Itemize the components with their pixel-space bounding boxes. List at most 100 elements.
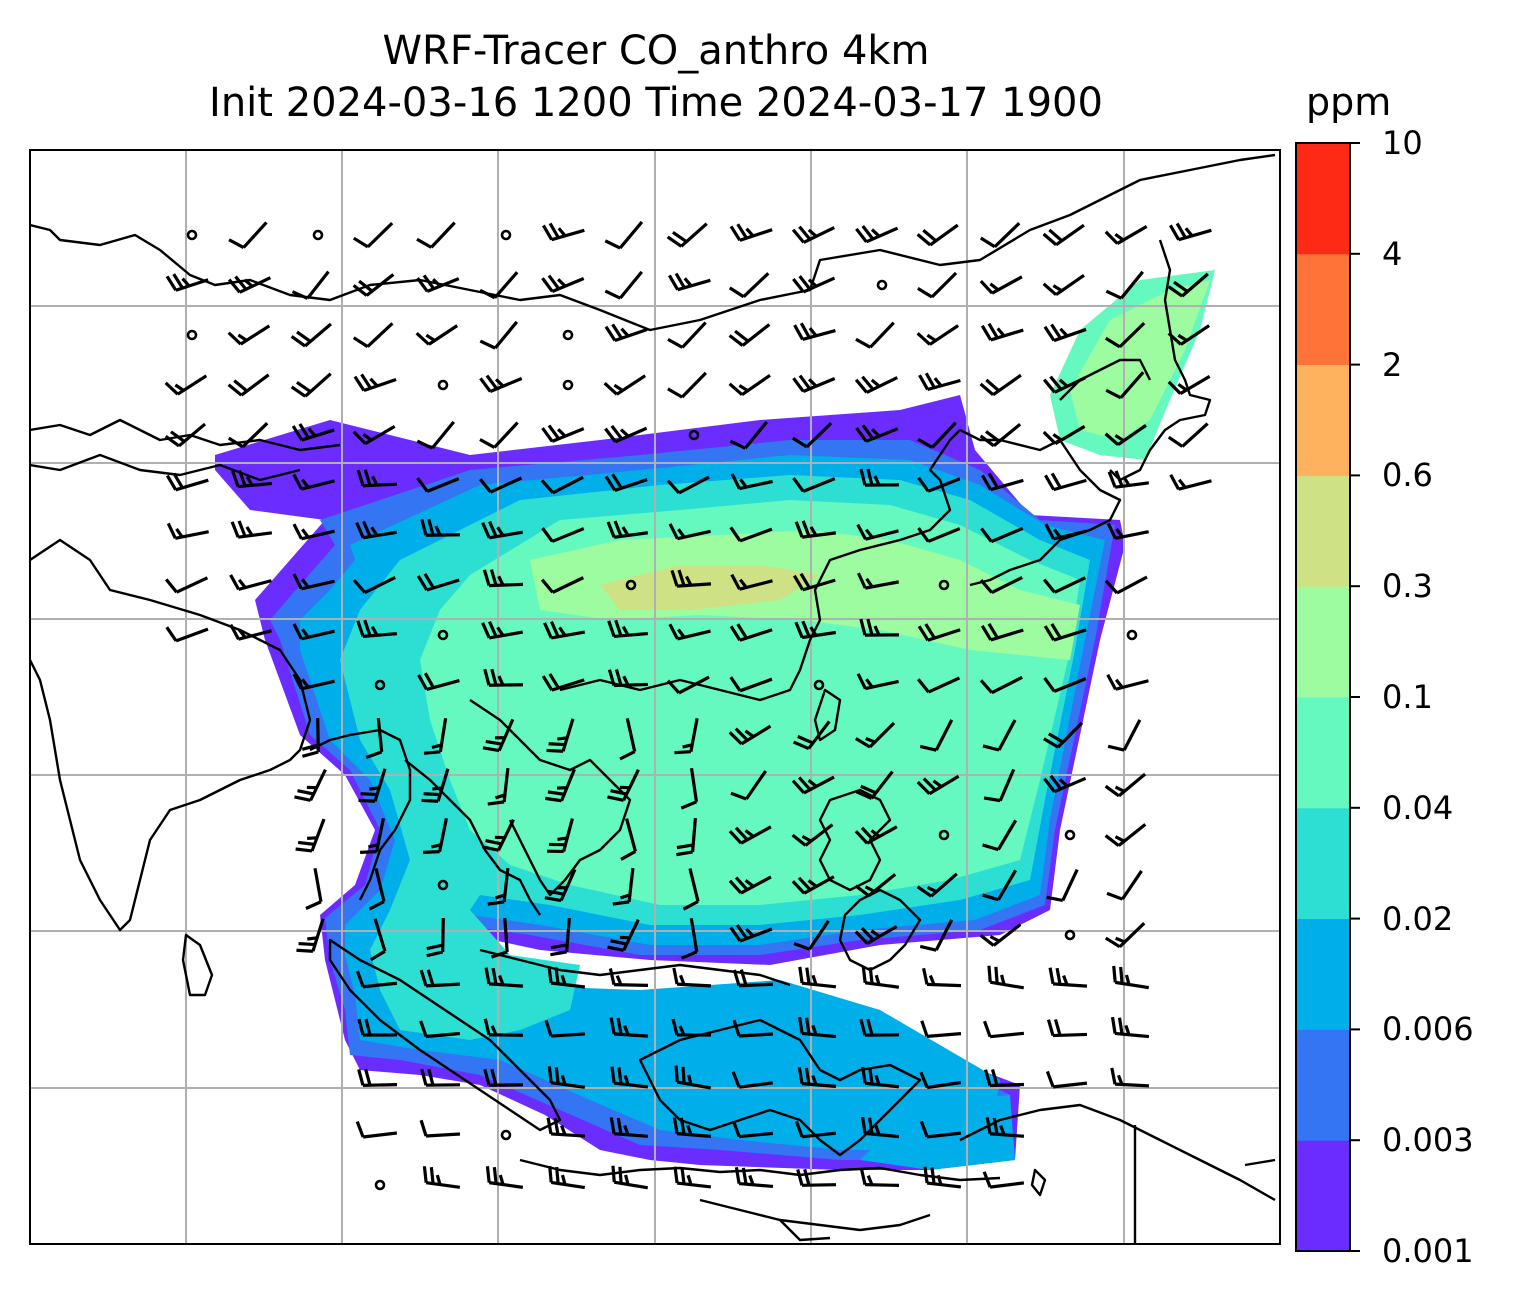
wind-barb (482, 718, 515, 753)
wind-barb (859, 618, 900, 637)
concentration-contour (860, 1095, 1015, 1170)
wind-barb (919, 1120, 962, 1139)
wind-barb (859, 1018, 900, 1037)
wind-barb (855, 225, 899, 244)
wind-barb (544, 868, 577, 903)
wind-barb (917, 623, 961, 642)
coastline-segment (959, 428, 1122, 587)
coastline-segment (404, 759, 541, 916)
wind-barb (1167, 422, 1209, 448)
wind-barb (798, 966, 837, 989)
wind-barb (982, 719, 1017, 752)
coastline-segment (779, 1219, 831, 1242)
coastline-segment (1030, 1168, 1047, 1197)
wind-barb (1042, 223, 1085, 247)
wind-barb (227, 422, 269, 449)
wind-barb (731, 1071, 774, 1089)
wind-barb (607, 768, 640, 802)
wind-barb (368, 868, 386, 911)
wind-barb (357, 1068, 398, 1087)
wind-barb (680, 767, 699, 810)
wind-barb (416, 477, 460, 493)
wind-barb (983, 768, 1016, 803)
wind-barb (1104, 321, 1146, 349)
calm-wind-marker (562, 379, 574, 391)
wind-barb (791, 823, 834, 847)
wind-barb (352, 322, 394, 348)
wind-barb (423, 717, 448, 755)
colorbar-tick-label: 0.3 (1382, 567, 1433, 606)
wind-barb (484, 967, 524, 988)
wind-barb (854, 873, 897, 897)
wind-barb (728, 374, 771, 396)
wind-barb (673, 1166, 712, 1189)
coastline-segment (479, 948, 791, 987)
wind-barb (426, 917, 445, 958)
wind-barb (358, 768, 387, 803)
wind-barb (728, 272, 770, 299)
wind-barb (541, 527, 585, 543)
wind-barb (667, 371, 708, 399)
wind-barb (1043, 677, 1087, 693)
calm-wind-marker (437, 879, 449, 891)
wind-barb (792, 572, 836, 592)
calm-wind-marker (876, 279, 888, 291)
colorbar-bin (1296, 364, 1350, 476)
coastline-segment (699, 1198, 931, 1232)
wind-barb (546, 1117, 586, 1138)
wind-barb (227, 275, 272, 294)
wind-barb (416, 221, 456, 249)
coastline-segment (30, 538, 312, 932)
wind-barb (483, 1068, 524, 1087)
wind-barb (482, 569, 524, 588)
wind-barb (1110, 1067, 1150, 1088)
wind-barb (421, 768, 450, 803)
wind-barb (608, 968, 649, 987)
wind-barb (676, 817, 697, 857)
wind-barb (791, 422, 833, 449)
wind-barb (1104, 823, 1147, 847)
wind-barb (305, 867, 323, 910)
calm-wind-marker (437, 629, 449, 641)
wind-barb (666, 222, 708, 248)
wind-barb (1110, 1016, 1150, 1039)
wind-barb (165, 273, 209, 292)
wind-barb (1167, 272, 1209, 298)
wind-barb (985, 1117, 1025, 1138)
coastline-segment (813, 688, 842, 742)
wind-barb (674, 717, 699, 755)
wind-barb (604, 220, 644, 250)
wind-barb (609, 1017, 649, 1038)
wind-barb (165, 626, 209, 643)
wind-barb (291, 270, 330, 300)
wind-barb (980, 622, 1024, 642)
wind-barb (1044, 523, 1087, 541)
wind-barb (420, 1068, 461, 1087)
wind-barb (794, 620, 837, 640)
coastline-segment (181, 933, 214, 997)
wind-barb (604, 323, 648, 343)
wind-barb (355, 520, 398, 540)
wind-barb (295, 818, 326, 853)
wind-barb (916, 271, 958, 299)
wind-barb (667, 321, 707, 349)
wind-barb (668, 272, 711, 292)
wind-barb (979, 422, 1022, 448)
wind-barb (1045, 1070, 1088, 1089)
wind-barb (485, 1166, 524, 1189)
wind-barb (1107, 470, 1150, 489)
wind-barb (294, 768, 327, 802)
wind-barb (920, 1020, 962, 1038)
wind-barb (419, 969, 461, 988)
wind-barb (793, 322, 836, 341)
wind-barb (292, 623, 335, 641)
wind-barb (919, 919, 954, 952)
wind-barb (487, 867, 510, 906)
wind-barb (797, 1016, 837, 1039)
wind-barb (296, 918, 325, 953)
wind-barb (479, 421, 519, 449)
wind-barb (1043, 774, 1087, 794)
map-frame (29, 149, 1281, 1245)
wind-barb (550, 917, 571, 957)
wind-barb (730, 573, 773, 591)
